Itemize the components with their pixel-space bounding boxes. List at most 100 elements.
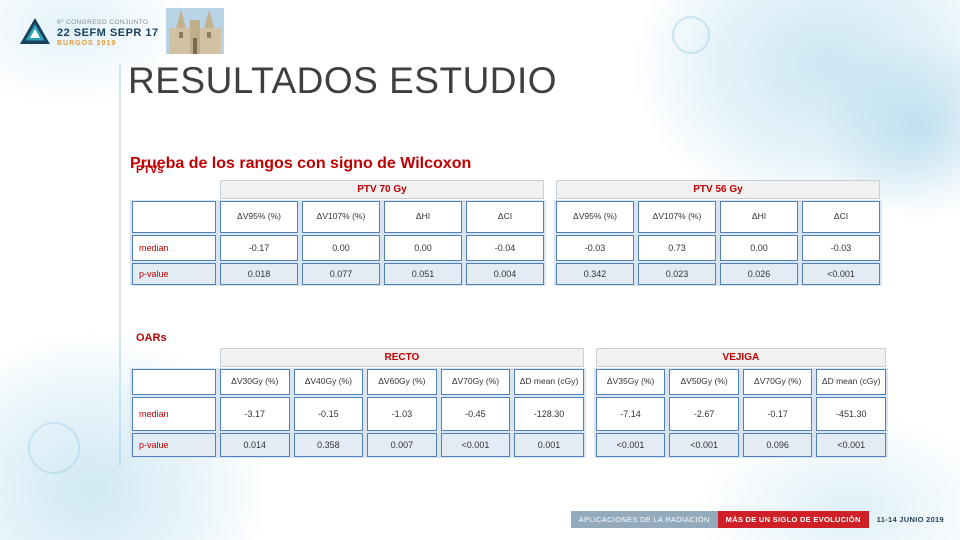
group-gap: [546, 234, 554, 262]
congress-societies: 22 SEFM SEPR 17: [57, 26, 159, 39]
left-accent-line: [119, 64, 121, 466]
column-header: ΔV70Gy (%): [742, 369, 813, 395]
group-gap: [585, 432, 594, 458]
row-label: p-value: [132, 433, 216, 457]
recto-group-header: RECTO: [220, 348, 584, 367]
table-cell: 0.018: [220, 263, 298, 285]
table-cell: -2.67: [669, 397, 739, 431]
cathedral-image: [165, 8, 224, 59]
ptv-header-label-cell: [132, 201, 216, 233]
table-cell: 0.096: [742, 433, 813, 457]
watercolor-ring-bottom: [28, 422, 80, 474]
table-cell: -0.17: [742, 397, 813, 431]
oar-corner-cell: [130, 348, 218, 368]
column-header: ΔCI: [802, 201, 880, 233]
column-header: ΔV60Gy (%): [367, 369, 437, 395]
table-cell: 0.00: [720, 235, 798, 261]
column-header: ΔV107% (%): [638, 201, 716, 233]
ptv-table: PTV 70 Gy PTV 56 Gy ΔV95% (%) ΔV107% (%)…: [130, 180, 882, 286]
oar-column-header-row: ΔV30Gy (%) ΔV40Gy (%) ΔV60Gy (%) ΔV70Gy …: [130, 368, 888, 396]
congress-logo-mark-icon: [20, 18, 50, 49]
table-cell: 0.026: [720, 263, 798, 285]
column-header: ΔV95% (%): [556, 201, 634, 233]
column-header: ΔV50Gy (%): [669, 369, 739, 395]
table-cell: 0.051: [384, 263, 462, 285]
column-header: ΔHI: [384, 201, 462, 233]
table-cell: -451.30: [816, 397, 886, 431]
table-cell: -7.14: [595, 397, 666, 431]
column-header: ΔV107% (%): [302, 201, 380, 233]
congress-name: 6º CONGRESO CONJUNTO: [57, 19, 149, 27]
table-cell: -0.03: [802, 235, 880, 261]
oar-section-label: OARs: [136, 332, 167, 344]
oar-group-header-row: RECTO VEJIGA: [130, 348, 888, 368]
ptv-corner-cell: [130, 180, 218, 200]
table-cell: 0.014: [220, 433, 290, 457]
column-header: ΔD mean (cGy): [816, 369, 886, 395]
table-cell: -0.15: [293, 397, 364, 431]
oar-header-label-cell: [132, 369, 216, 395]
group-gap: [546, 262, 554, 286]
row-label: median: [132, 235, 216, 261]
table-cell: <0.001: [595, 433, 666, 457]
table-cell: <0.001: [440, 433, 511, 457]
column-header: ΔHI: [720, 201, 798, 233]
table-cell: -3.17: [220, 397, 290, 431]
table-cell: 0.358: [293, 433, 364, 457]
table-cell: -0.04: [466, 235, 544, 261]
table-cell: <0.001: [816, 433, 886, 457]
table-cell: -128.30: [514, 397, 584, 431]
ptv-column-header-row: ΔV95% (%) ΔV107% (%) ΔHI ΔCI ΔV95% (%) Δ…: [130, 200, 882, 234]
page-title: RESULTADOS ESTUDIO: [128, 60, 558, 101]
group-gap: [585, 348, 594, 368]
footer-banner: APLICACIONES DE LA RADIACIÓN MÁS DE UN S…: [570, 511, 946, 528]
table-cell: 0.077: [302, 263, 380, 285]
table-cell: -0.17: [220, 235, 298, 261]
footer-highlight-text: MÁS DE UN SIGLO DE EVOLUCIÓN: [717, 511, 869, 528]
group-gap: [585, 396, 594, 432]
oar-pvalue-row: p-value 0.014 0.358 0.007 <0.001 0.001 <…: [130, 432, 888, 458]
column-header: ΔV95% (%): [220, 201, 298, 233]
table-cell: -1.03: [367, 397, 437, 431]
ptv-pvalue-row: p-value 0.018 0.077 0.051 0.004 0.342 0.…: [130, 262, 882, 286]
oar-median-row: median -3.17 -0.15 -1.03 -0.45 -128.30 -…: [130, 396, 888, 432]
column-header: ΔV70Gy (%): [440, 369, 511, 395]
table-cell: 0.023: [638, 263, 716, 285]
ptv70-group-header: PTV 70 Gy: [220, 180, 544, 199]
column-header: ΔV35Gy (%): [595, 369, 666, 395]
row-label: median: [132, 397, 216, 431]
subtitle-line1: Prueba de los rangos con signo de Wilcox…: [130, 155, 472, 173]
table-cell: 0.73: [638, 235, 716, 261]
column-header: ΔV40Gy (%): [293, 369, 364, 395]
table-cell: 0.007: [367, 433, 437, 457]
congress-logo-text: 6º CONGRESO CONJUNTO 22 SEFM SEPR 17 BUR…: [57, 19, 159, 47]
footer-left-text: APLICACIONES DE LA RADIACIÓN: [570, 511, 718, 528]
congress-logo: 6º CONGRESO CONJUNTO 22 SEFM SEPR 17 BUR…: [20, 8, 224, 59]
table-cell: 0.342: [556, 263, 634, 285]
column-header: ΔV30Gy (%): [220, 369, 290, 395]
footer-date-text: 11-14 JUNIO 2019: [876, 515, 944, 524]
ptv-section-label: PTVs: [136, 164, 164, 176]
ptv-median-row: median -0.17 0.00 0.00 -0.04 -0.03 0.73 …: [130, 234, 882, 262]
table-cell: 0.00: [384, 235, 462, 261]
table-cell: -0.45: [440, 397, 511, 431]
group-gap: [585, 368, 594, 396]
watercolor-ring-top: [672, 16, 710, 54]
group-gap: [546, 200, 554, 234]
table-cell: 0.001: [514, 433, 584, 457]
ptv-group-header-row: PTV 70 Gy PTV 56 Gy: [130, 180, 882, 200]
congress-location: BURGOS 2019: [57, 39, 117, 47]
table-cell: 0.00: [302, 235, 380, 261]
table-cell: -0.03: [556, 235, 634, 261]
column-header: ΔD mean (cGy): [514, 369, 584, 395]
ptv56-group-header: PTV 56 Gy: [556, 180, 880, 199]
table-cell: 0.004: [466, 263, 544, 285]
group-gap: [546, 180, 554, 200]
column-header: ΔCI: [466, 201, 544, 233]
table-cell: <0.001: [802, 263, 880, 285]
oar-table: RECTO VEJIGA ΔV30Gy (%) ΔV40Gy (%) ΔV60G…: [130, 348, 888, 458]
row-label: p-value: [132, 263, 216, 285]
table-cell: <0.001: [669, 433, 739, 457]
vejiga-group-header: VEJIGA: [595, 348, 886, 367]
